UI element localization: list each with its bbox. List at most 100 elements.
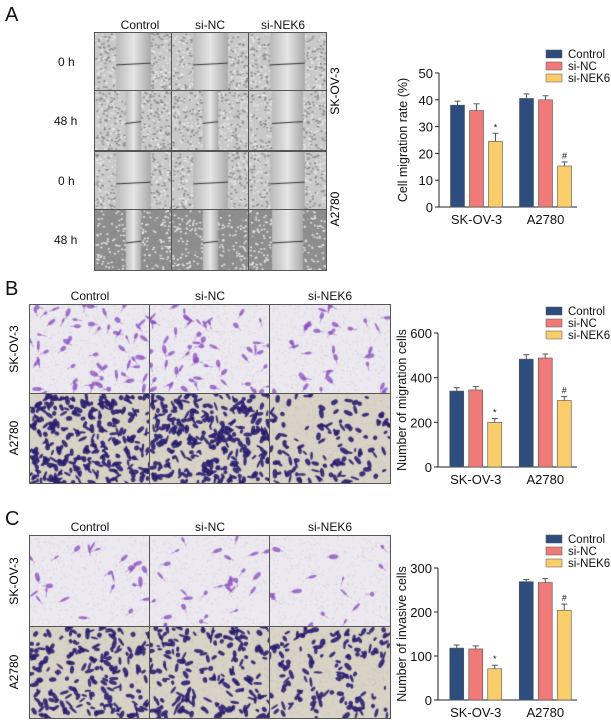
y-tick-label: 600 <box>410 326 432 341</box>
bar-si-nek6 <box>557 165 572 208</box>
x-tick-label: A2780 <box>526 705 564 720</box>
y-tick-label: 200 <box>410 605 432 620</box>
col-header-control: Control <box>70 289 110 303</box>
transwell-micrograph <box>29 393 151 484</box>
col-header-si-nc: si-NC <box>195 289 225 303</box>
scratch-wound-image <box>248 151 327 211</box>
legend-label: Control <box>568 49 605 61</box>
bar-si-nek6 <box>556 609 572 701</box>
transwell-micrograph <box>269 535 391 628</box>
transwell-micrograph <box>149 393 271 484</box>
x-tick-label: SK-OV-3 <box>451 212 502 227</box>
legend-swatch <box>545 61 563 71</box>
time-label: 0 h <box>58 174 75 188</box>
col-header-si-nc: si-NC <box>195 18 225 32</box>
legend-swatch <box>545 318 563 328</box>
bar-control <box>519 98 534 208</box>
transwell-micrograph <box>149 626 271 719</box>
transwell-micrograph <box>29 304 151 395</box>
scratch-wound-image <box>171 209 250 271</box>
legend-swatch <box>545 546 563 556</box>
transwell-micrograph <box>29 535 151 628</box>
panel-letter-c: C <box>5 508 20 530</box>
transwell-micrograph <box>149 304 271 395</box>
transwell-micrograph <box>269 626 391 719</box>
y-tick-label: 10 <box>419 173 433 188</box>
y-tick-label: 0 <box>425 460 432 475</box>
bar-si-nek6 <box>488 141 503 208</box>
bar-si-nek6 <box>556 400 572 468</box>
transwell-micrograph <box>269 304 391 395</box>
legend-swatch <box>545 558 563 568</box>
x-tick-label: SK-OV-3 <box>450 705 501 720</box>
time-label: 48 h <box>54 233 78 247</box>
scratch-wound-image <box>94 90 173 151</box>
panel-letter-b: B <box>5 278 19 300</box>
col-header-control: Control <box>120 18 160 32</box>
y-tick-label: 30 <box>419 120 433 135</box>
legend-label: si-NC <box>568 318 597 330</box>
legend-label: Control <box>568 306 605 318</box>
col-header-si-nek6: si-NEK6 <box>307 289 352 303</box>
col-header-si-nek6: si-NEK6 <box>260 18 305 32</box>
bar-si-nc <box>469 110 484 208</box>
scratch-wound-image <box>171 32 250 92</box>
y-axis-label: Number of invasive cells <box>395 566 409 701</box>
col-header-si-nc: si-NC <box>195 520 225 534</box>
scratch-wound-image <box>94 151 173 211</box>
x-tick-label: A2780 <box>526 472 564 487</box>
scratch-wound-image <box>171 151 250 211</box>
bar-control <box>518 358 534 468</box>
time-label: 48 h <box>54 114 78 128</box>
legend-label: si-NC <box>568 546 597 558</box>
y-tick-label: 300 <box>410 561 432 576</box>
bar-si-nek6 <box>487 422 503 468</box>
y-tick-label: 50 <box>419 66 433 81</box>
bar-si-nc <box>468 648 484 701</box>
significance-mark: # <box>562 386 567 396</box>
bar-si-nc <box>537 582 553 701</box>
legend-swatch <box>545 330 563 340</box>
scratch-wound-image <box>94 32 173 92</box>
legend-label: Control <box>568 534 605 546</box>
significance-mark: # <box>562 151 567 161</box>
y-axis-label: Cell migration rate (%) <box>396 78 410 202</box>
bar-si-nc <box>537 357 553 468</box>
legend-swatch <box>545 534 563 544</box>
y-axis-label: Number of migration cells <box>395 329 409 471</box>
bar-si-nek6 <box>487 668 503 701</box>
bar-control <box>450 104 465 208</box>
y-tick-label: 200 <box>410 415 432 430</box>
bar-si-nc <box>538 99 553 208</box>
significance-mark: # <box>562 593 567 603</box>
significance-mark: * <box>493 654 497 664</box>
x-tick-label: A2780 <box>527 212 565 227</box>
legend-swatch <box>545 49 563 59</box>
y-tick-label: 40 <box>419 93 433 108</box>
scratch-wound-image <box>248 90 327 151</box>
significance-mark: * <box>494 122 498 132</box>
bar-si-nc <box>468 389 484 468</box>
legend-label: si-NEK6 <box>568 558 610 570</box>
col-header-si-nek6: si-NEK6 <box>307 520 352 534</box>
scratch-wound-image <box>248 32 327 92</box>
y-tick-label: 400 <box>410 371 432 386</box>
time-label: 0 h <box>58 55 75 69</box>
bar-control <box>449 390 465 468</box>
panel-letter-a: A <box>5 4 19 26</box>
scratch-wound-image <box>248 209 327 271</box>
bar-control <box>518 581 534 701</box>
col-header-control: Control <box>70 520 110 534</box>
transwell-micrograph <box>29 626 151 719</box>
transwell-micrograph <box>149 535 271 628</box>
transwell-micrograph <box>269 393 391 484</box>
y-tick-label: 0 <box>426 200 433 215</box>
significance-mark: * <box>493 408 497 418</box>
bar-control <box>449 647 465 701</box>
y-tick-label: 20 <box>419 146 433 161</box>
legend-label: si-NC <box>568 61 597 73</box>
y-tick-label: 100 <box>410 649 432 664</box>
y-tick-label: 0 <box>425 693 432 708</box>
